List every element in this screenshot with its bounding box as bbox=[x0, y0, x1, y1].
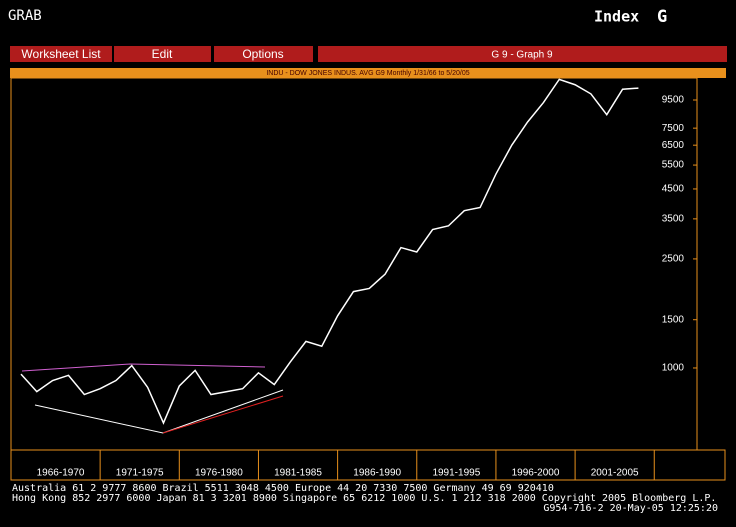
y-tick-label: 1500 bbox=[662, 314, 685, 325]
plot-frame bbox=[10, 77, 698, 451]
menu-button[interactable] bbox=[114, 46, 211, 62]
x-tick-label: 1996-2000 bbox=[512, 468, 560, 479]
x-tick-label: 1971-1975 bbox=[116, 468, 164, 479]
graph-title-bar bbox=[318, 46, 727, 62]
menu-item[interactable]: Options bbox=[242, 47, 283, 61]
y-tick-label: 6500 bbox=[662, 140, 685, 151]
menu-item[interactable]: Worksheet List bbox=[21, 47, 101, 61]
x-tick-label: 1976-1980 bbox=[195, 468, 243, 479]
menu-item[interactable]: Edit bbox=[152, 47, 173, 61]
y-tick-label: 3500 bbox=[662, 214, 685, 225]
trend-line bbox=[162, 395, 284, 434]
menu-button[interactable] bbox=[214, 46, 313, 62]
footer-line: Australia 61 2 9777 8600 Brazil 5511 304… bbox=[12, 483, 554, 494]
menu-button[interactable] bbox=[10, 46, 112, 62]
x-tick-label: 2001-2005 bbox=[591, 468, 639, 479]
y-tick-label: 9500 bbox=[662, 95, 685, 106]
chart-title-bar bbox=[10, 68, 726, 78]
price-line bbox=[20, 78, 639, 425]
y-tick-label: 5500 bbox=[662, 160, 685, 171]
x-tick-label: 1981-1985 bbox=[274, 468, 322, 479]
header-key: G bbox=[657, 7, 667, 27]
chart-title: INDU - DOW JONES INDUS. AVG G9 Monthly 1… bbox=[266, 70, 469, 77]
y-tick-label: 4500 bbox=[662, 184, 685, 195]
x-tick-label: 1966-1970 bbox=[37, 468, 85, 479]
x-tick-label: 1991-1995 bbox=[432, 468, 480, 479]
trend-line bbox=[21, 363, 266, 372]
y-tick-label: 2500 bbox=[662, 254, 685, 265]
footer-line: G954-716-2 20-May-05 12:25:20 bbox=[543, 503, 718, 514]
graph-title: G 9 - Graph 9 bbox=[491, 50, 553, 61]
footer-line: Hong Kong 852 2977 6000 Japan 81 3 3201 … bbox=[12, 493, 716, 504]
header-left: GRAB bbox=[8, 8, 42, 24]
y-tick-label: 7500 bbox=[662, 123, 685, 134]
y-tick-label: 1000 bbox=[662, 363, 685, 374]
header-label: Index bbox=[594, 8, 639, 26]
x-tick-label: 1986-1990 bbox=[353, 468, 401, 479]
x-axis-frame bbox=[10, 449, 726, 481]
